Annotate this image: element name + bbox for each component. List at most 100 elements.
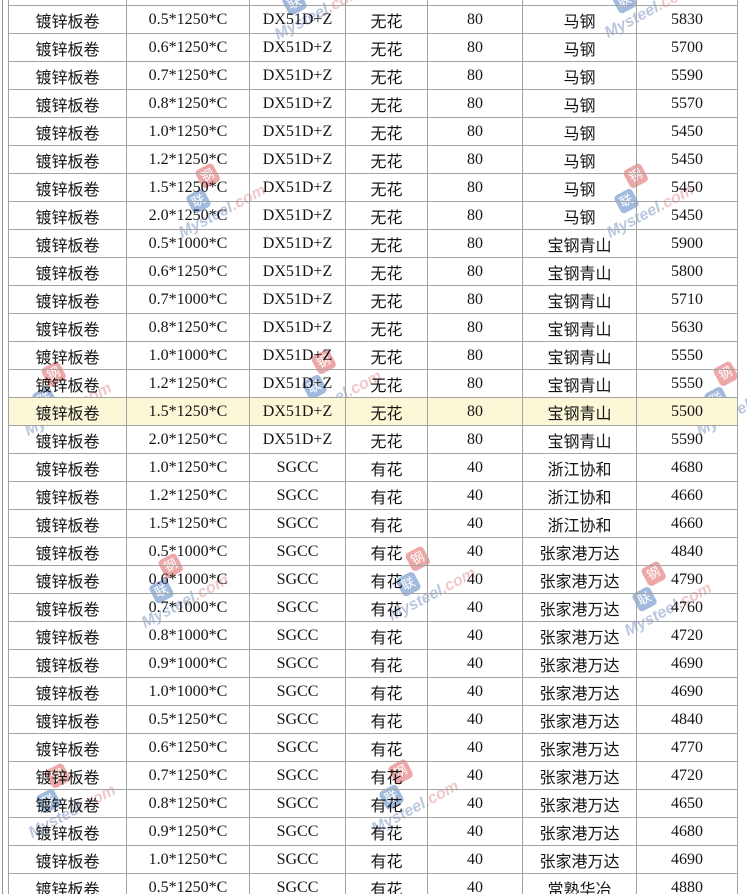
- table-row[interactable]: 镀锌板卷 0.8*1000*C SGCC 有花 40 张家港万达 4720: [8, 621, 738, 650]
- table-cell: 镀锌板卷: [8, 257, 127, 286]
- table-cell: 40: [427, 537, 523, 566]
- table-row[interactable]: 镀锌板卷 0.7*1250*C SGCC 有花 40 张家港万达 4720: [8, 761, 738, 790]
- table-cell: DX51D+Z: [249, 341, 346, 370]
- table-cell: 有花: [345, 481, 428, 510]
- table-cell: 5710: [636, 285, 738, 314]
- table-cell: 无花: [345, 61, 428, 90]
- table-row[interactable]: 镀锌板卷 0.6*1250*C DX51D+Z 无花 80 宝钢青山 5800: [8, 257, 738, 286]
- table-row[interactable]: 镀锌板卷 1.0*1250*C DX51D+Z 无花 80 马钢 5450: [8, 117, 738, 146]
- table-cell: 张家港万达: [522, 817, 637, 846]
- table-row[interactable]: 镀锌板卷 1.0*1000*C DX51D+Z 无花 80 宝钢青山 5550: [8, 341, 738, 370]
- table-cell: 80: [427, 397, 523, 426]
- table-cell: 0.5*1250*C: [126, 873, 250, 894]
- table-cell: 4660: [636, 509, 738, 538]
- table-row[interactable]: 镀锌板卷 1.5*1250*C DX51D+Z 无花 80 马钢 5450: [8, 173, 738, 202]
- table-row[interactable]: 镀锌板卷 1.2*1250*C DX51D+Z 无花 80 马钢 5450: [8, 145, 738, 174]
- table-cell: DX51D+Z: [249, 5, 346, 34]
- table-row[interactable]: 镀锌板卷 0.7*1000*C DX51D+Z 无花 80 宝钢青山 5710: [8, 285, 738, 314]
- table-cell: 5450: [636, 145, 738, 174]
- table-cell: 4650: [636, 789, 738, 818]
- table-cell: 镀锌板卷: [8, 789, 127, 818]
- table-cell: 镀锌板卷: [8, 229, 127, 258]
- table-cell: 1.0*1250*C: [126, 453, 250, 482]
- table-row[interactable]: 镀锌板卷 0.7*1000*C SGCC 有花 40 张家港万达 4760: [8, 593, 738, 622]
- table-cell: 0.6*1000*C: [126, 565, 250, 594]
- table-row[interactable]: 镀锌板卷 0.7*1250*C DX51D+Z 无花 80 马钢 5590: [8, 61, 738, 90]
- table-cell: 1.5*1250*C: [126, 509, 250, 538]
- table-cell: 80: [427, 5, 523, 34]
- table-cell: 1.5*1250*C: [126, 397, 250, 426]
- table-cell: 马钢: [522, 201, 637, 230]
- table-row[interactable]: 镀锌板卷 0.8*1250*C SGCC 有花 40 张家港万达 4650: [8, 789, 738, 818]
- table-row[interactable]: 镀锌板卷 0.5*1000*C SGCC 有花 40 张家港万达 4840: [8, 537, 738, 566]
- table-cell: 4840: [636, 537, 738, 566]
- table-cell: 1.0*1000*C: [126, 677, 250, 706]
- table-cell: SGCC: [249, 705, 346, 734]
- table-cell: 宝钢青山: [522, 341, 637, 370]
- table-row[interactable]: 镀锌板卷 0.8*1250*C DX51D+Z 无花 80 宝钢青山 5630: [8, 313, 738, 342]
- table-cell: 张家港万达: [522, 733, 637, 762]
- table-cell: 镀锌板卷: [8, 117, 127, 146]
- table-row[interactable]: 镀锌板卷 0.5*1250*C SGCC 有花 40 常熟华冶 4880: [8, 873, 738, 894]
- table-cell: SGCC: [249, 565, 346, 594]
- table-cell: 4690: [636, 649, 738, 678]
- table-row[interactable]: 镀锌板卷 0.9*1250*C SGCC 有花 40 张家港万达 4680: [8, 817, 738, 846]
- table-cell: 1.0*1000*C: [126, 341, 250, 370]
- table-cell: 80: [427, 229, 523, 258]
- table-row[interactable]: 镀锌板卷 0.6*1250*C SGCC 有花 40 张家港万达 4770: [8, 733, 738, 762]
- table-row[interactable]: 镀锌板卷 1.2*1250*C DX51D+Z 无花 80 宝钢青山 5550: [8, 369, 738, 398]
- table-cell: 4770: [636, 733, 738, 762]
- table-row[interactable]: 镀锌板卷 0.8*1250*C DX51D+Z 无花 80 马钢 5570: [8, 89, 738, 118]
- table-row[interactable]: 镀锌板卷 0.6*1000*C SGCC 有花 40 张家港万达 4790: [8, 565, 738, 594]
- table-row-highlighted[interactable]: 镀锌板卷 1.5*1250*C DX51D+Z 无花 80 宝钢青山 5500: [8, 397, 738, 426]
- table-cell: 0.6*1250*C: [126, 733, 250, 762]
- table-cell: 2.0*1250*C: [126, 425, 250, 454]
- table-cell: 镀锌板卷: [8, 873, 127, 894]
- table-cell: 无花: [345, 313, 428, 342]
- table-cell: 80: [427, 425, 523, 454]
- table-row[interactable]: 镀锌板卷 1.5*1250*C SGCC 有花 40 浙江协和 4660: [8, 509, 738, 538]
- table-cell: 张家港万达: [522, 677, 637, 706]
- table-row[interactable]: 镀锌板卷 2.0*1250*C DX51D+Z 无花 80 宝钢青山 5590: [8, 425, 738, 454]
- table-cell: 1.0*1250*C: [126, 117, 250, 146]
- table-cell: 镀锌板卷: [8, 369, 127, 398]
- table-cell: 宝钢青山: [522, 257, 637, 286]
- table-cell: 有花: [345, 453, 428, 482]
- table-cell: 40: [427, 705, 523, 734]
- table-row[interactable]: 镀锌板卷 1.0*1250*C SGCC 有花 40 张家港万达 4690: [8, 845, 738, 874]
- table-cell: 无花: [345, 145, 428, 174]
- table-cell: 0.5*1250*C: [126, 5, 250, 34]
- table-row[interactable]: 镀锌板卷 0.9*1000*C SGCC 有花 40 张家港万达 4690: [8, 649, 738, 678]
- table-cell: 80: [427, 257, 523, 286]
- table-cell: 有花: [345, 537, 428, 566]
- table-cell: SGCC: [249, 761, 346, 790]
- table-cell: 4660: [636, 481, 738, 510]
- table-cell: 有花: [345, 873, 428, 894]
- table-row[interactable]: 镀锌板卷 2.0*1250*C DX51D+Z 无花 80 马钢 5450: [8, 201, 738, 230]
- table-cell: DX51D+Z: [249, 425, 346, 454]
- table-cell: 有花: [345, 565, 428, 594]
- table-cell: 80: [427, 341, 523, 370]
- table-row[interactable]: 镀锌板卷 1.0*1250*C SGCC 有花 40 浙江协和 4680: [8, 453, 738, 482]
- table-cell: 0.7*1250*C: [126, 761, 250, 790]
- table-cell: 无花: [345, 5, 428, 34]
- table-cell: SGCC: [249, 593, 346, 622]
- table-cell: 浙江协和: [522, 481, 637, 510]
- table-cell: 镀锌板卷: [8, 61, 127, 90]
- table-cell: 5800: [636, 257, 738, 286]
- table-cell: 有花: [345, 677, 428, 706]
- table-row[interactable]: 镀锌板卷 0.6*1250*C DX51D+Z 无花 80 马钢 5700: [8, 33, 738, 62]
- table-row[interactable]: 镀锌板卷 1.0*1000*C SGCC 有花 40 张家港万达 4690: [8, 677, 738, 706]
- table-cell: 镀锌板卷: [8, 285, 127, 314]
- table-cell: SGCC: [249, 453, 346, 482]
- table-cell: 80: [427, 201, 523, 230]
- table-row[interactable]: 镀锌板卷 0.5*1250*C SGCC 有花 40 张家港万达 4840: [8, 705, 738, 734]
- table-cell: 4880: [636, 873, 738, 894]
- table-row[interactable]: 镀锌板卷 1.2*1250*C SGCC 有花 40 浙江协和 4660: [8, 481, 738, 510]
- table-cell: DX51D+Z: [249, 313, 346, 342]
- table-cell: 4790: [636, 565, 738, 594]
- table-row[interactable]: 镀锌板卷 0.5*1000*C DX51D+Z 无花 80 宝钢青山 5900: [8, 229, 738, 258]
- table-cell: 40: [427, 621, 523, 650]
- table-row[interactable]: 镀锌板卷 0.5*1250*C DX51D+Z 无花 80 马钢 5830: [8, 5, 738, 34]
